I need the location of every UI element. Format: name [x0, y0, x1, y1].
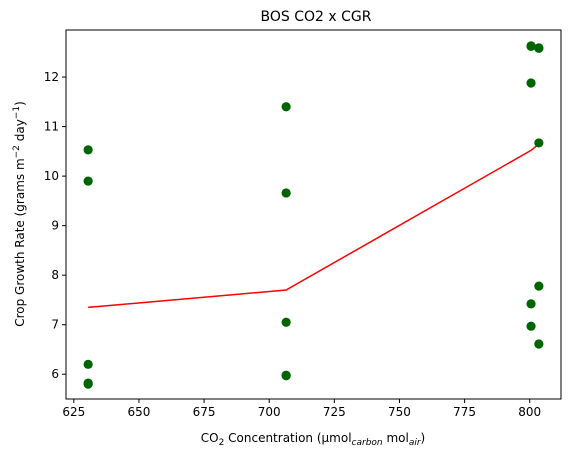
- data-point: [534, 138, 544, 148]
- x-label-prefix-sub: 2: [219, 438, 225, 448]
- y-label-sup-m: −2: [12, 145, 22, 158]
- data-point: [534, 43, 544, 53]
- y-tick-label: 7: [51, 318, 59, 332]
- data-point: [281, 317, 291, 327]
- x-tick-label: 725: [323, 405, 346, 419]
- y-tick-label: 8: [51, 268, 59, 282]
- y-label-suffix: ): [13, 101, 27, 106]
- x-axis-ticks: 625 650 675 700 725 750 775 800: [62, 399, 541, 419]
- chart-title: BOS CO2 x CGR: [261, 9, 372, 25]
- data-point: [83, 145, 93, 155]
- y-label-mid: day: [13, 119, 27, 145]
- data-point: [83, 379, 93, 389]
- y-label-main: Crop Growth Rate (grams m: [13, 158, 27, 326]
- y-axis-ticks: 6 7 8 9 10 11 12: [44, 70, 66, 381]
- y-tick-label: 10: [44, 169, 59, 183]
- data-points-layer: [83, 41, 544, 389]
- data-point: [83, 176, 93, 186]
- y-tick-label: 6: [51, 367, 59, 381]
- x-label-suffix: ): [421, 431, 426, 445]
- plot-frame: [65, 29, 562, 400]
- y-tick-label: 9: [51, 219, 59, 233]
- y-tick-label: 11: [44, 120, 59, 134]
- x-tick-label: 675: [193, 405, 216, 419]
- x-tick-label: 700: [258, 405, 281, 419]
- data-point: [281, 102, 291, 112]
- x-tick-label: 800: [518, 405, 541, 419]
- data-point: [281, 371, 291, 381]
- x-label-sub-air: air: [409, 438, 422, 448]
- x-label-prefix: CO: [201, 431, 219, 445]
- data-point: [534, 281, 544, 291]
- y-tick-label: 12: [44, 70, 59, 84]
- x-tick-label: 750: [388, 405, 411, 419]
- data-point: [83, 359, 93, 369]
- y-axis-label: Crop Growth Rate (grams m−2 day−1): [12, 101, 27, 327]
- x-tick-label: 625: [62, 405, 85, 419]
- x-label-main: Concentration (µmol: [224, 431, 351, 445]
- data-point: [526, 41, 536, 51]
- data-point: [526, 321, 536, 331]
- x-tick-label: 650: [127, 405, 150, 419]
- x-tick-label: 775: [453, 405, 476, 419]
- x-label-sub-carbon: carbon: [352, 438, 383, 448]
- data-point: [526, 78, 536, 88]
- data-point: [281, 188, 291, 198]
- x-axis-label: CO2 Concentration (µmolcarbon molair): [201, 431, 425, 448]
- trend-line-layer: [88, 143, 540, 309]
- data-point: [534, 339, 544, 349]
- trend-line: [88, 143, 540, 309]
- x-label-mid: mol: [383, 431, 409, 445]
- y-label-sup-day: −1: [12, 106, 22, 119]
- data-point: [526, 299, 536, 309]
